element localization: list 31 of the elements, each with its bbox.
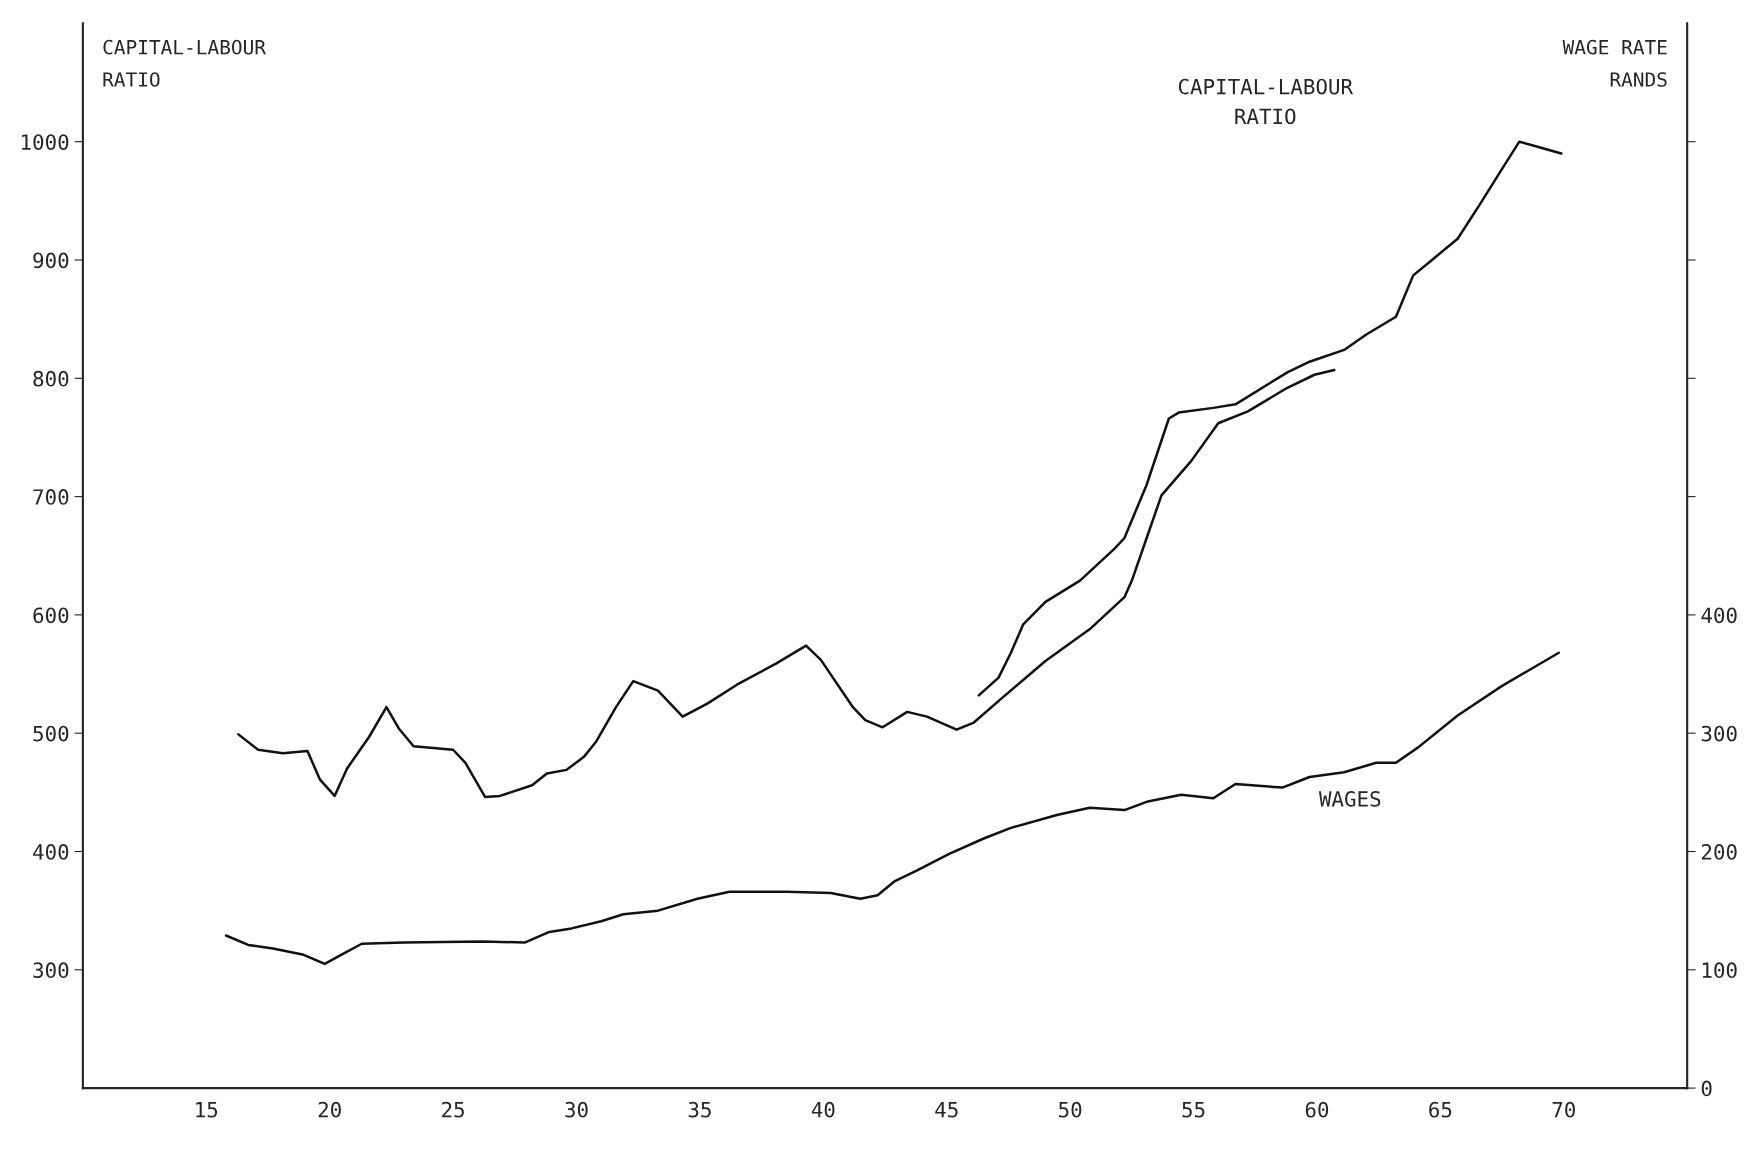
y-tick-label: 600 [33,607,69,624]
line-series [224,651,1561,966]
y-tick-label: 400 [33,844,69,860]
y-tick-label: 500 [33,725,69,742]
y-tick-label: 800 [33,370,69,387]
x-tick-label: 55 [1182,1102,1205,1118]
y-axis-title: CAPITAL-LABOUR RATIO [103,39,266,87]
x-tick-label: 40 [811,1101,835,1118]
y-tick-label: 900 [33,252,69,269]
x-tick-label: 20 [318,1101,341,1118]
y2-tick-label: 200 [1701,844,1737,860]
x-tick-label: 45 [935,1102,958,1118]
y-tick-label: 300 [33,962,69,979]
x-tick-label: 50 [1059,1101,1082,1118]
x-tick-label: 30 [565,1101,588,1118]
annotation: WAGES [1318,790,1381,807]
y2-tick-label: 100 [1702,962,1737,979]
y-tick-label: 700 [33,489,69,505]
x-tick-label: 70 [1552,1101,1575,1118]
x-tick-label: 25 [442,1101,464,1118]
x-tick-label: 15 [196,1102,218,1118]
x-tick-label: 35 [688,1101,711,1118]
y2-axis-title: WAGE RATE RANDS [1562,39,1667,87]
line-series [977,140,1563,697]
x-tick-label: 65 [1429,1101,1452,1118]
y2-tick-label: 400 [1701,607,1737,624]
y-tick-label: 1000 [22,134,69,150]
y2-tick-label: 300 [1701,725,1737,742]
annotation: CAPITAL-LABOUR RATIO [1178,78,1354,125]
y2-tick-label: 0 [1701,1080,1712,1097]
x-tick-label: 60 [1305,1101,1329,1118]
